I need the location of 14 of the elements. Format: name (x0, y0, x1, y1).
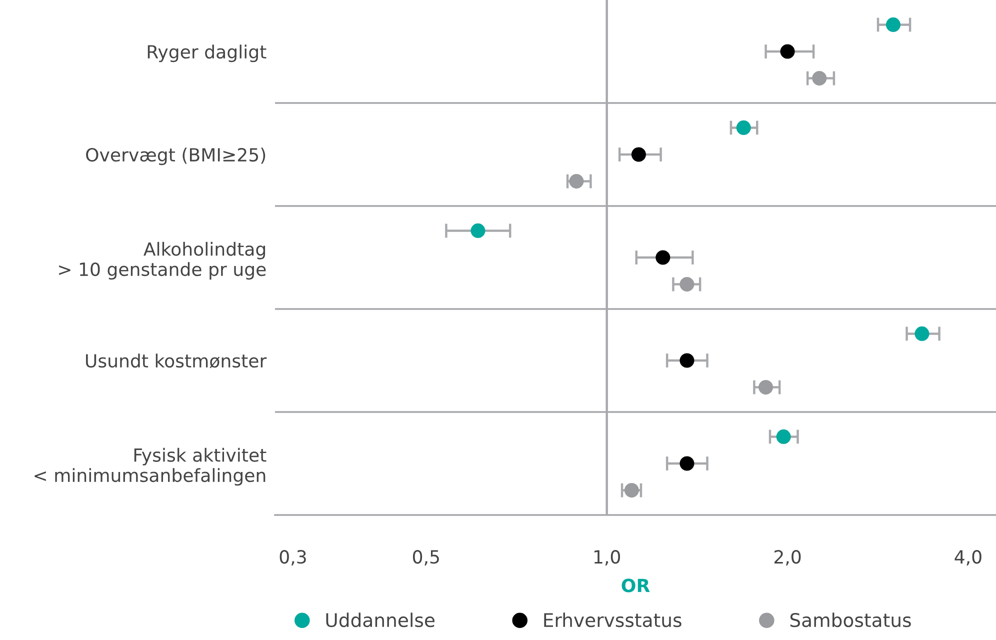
x-tick-label: 0,5 (412, 550, 439, 566)
x-axis-title: OR (622, 578, 650, 592)
x-tick-label: 4,0 (954, 550, 982, 566)
y-tick-label: Alkoholindtag > 10 genstande pr uge (59, 242, 266, 280)
y-tick-label: Overvægt (BMI≥25) (86, 148, 266, 166)
y-tick-label: Fysisk aktivitet < minimumsanbefalingen (34, 448, 266, 486)
x-tick-label: 0,3 (280, 550, 306, 566)
legend-label: Uddannelse (326, 612, 434, 628)
legend-label: Erhvervsstatus (544, 612, 682, 628)
x-tick-label: 2,0 (774, 550, 801, 566)
x-tick-label: 1,0 (594, 550, 620, 566)
y-tick-label: Ryger dagligt (148, 44, 266, 62)
y-tick-label: Usundt kostmønster (86, 354, 267, 368)
legend-label: Sambostatus (790, 612, 911, 628)
